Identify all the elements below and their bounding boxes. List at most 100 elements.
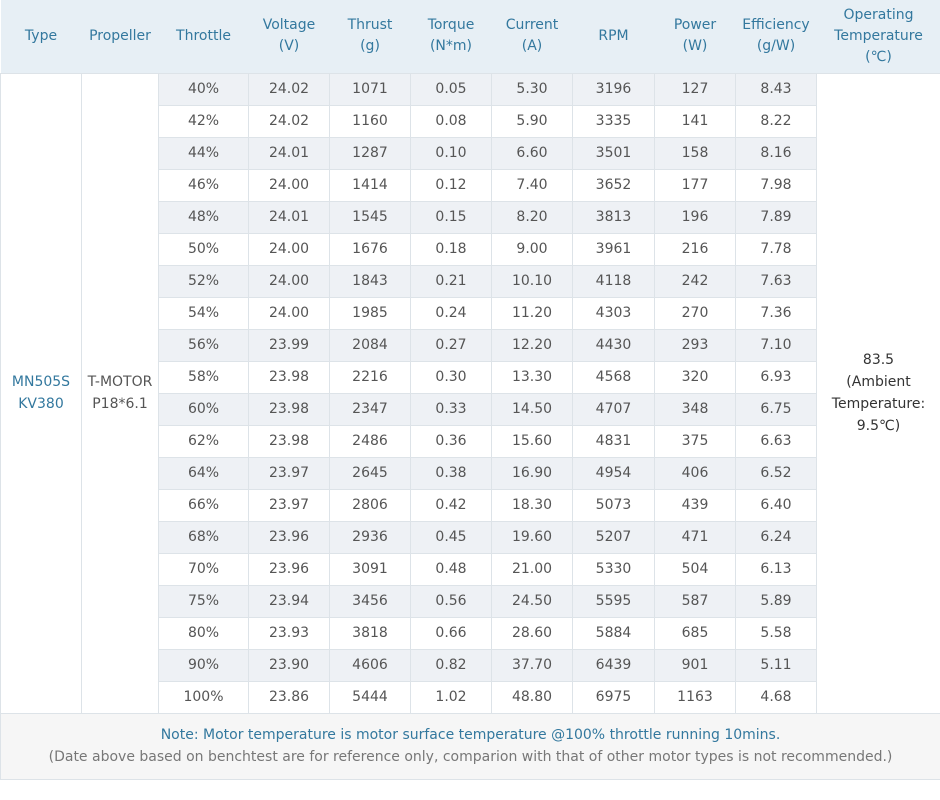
torque-cell: 0.56: [410, 584, 492, 618]
table-row: 62% 23.98 2486 0.36 15.60 4831 375 6.63: [1, 424, 940, 458]
note-cell: Note: Motor temperature is motor surface…: [0, 712, 940, 780]
voltage-cell: 23.94: [248, 584, 330, 618]
current-cell: 21.00: [491, 552, 573, 586]
column-header-voltage: Voltage (V): [262, 17, 316, 55]
torque-cell: 0.36: [410, 424, 492, 458]
column-header-throttle: Throttle: [176, 27, 231, 44]
efficiency-cell: 4.68: [735, 680, 817, 714]
table-row: 42% 24.02 1160 0.08 5.90 3335 141 8.22: [1, 104, 940, 138]
rpm-cell: 3652: [572, 168, 655, 202]
thrust-cell: 1414: [329, 168, 411, 202]
voltage-cell: 23.97: [248, 488, 330, 522]
table-row: 75% 23.94 3456 0.56 24.50 5595 587 5.89: [1, 584, 940, 618]
thrust-cell: 2216: [329, 360, 411, 394]
propeller-cell: T-MOTOR P18*6.1: [81, 72, 159, 714]
power-cell: 471: [654, 520, 736, 554]
throttle-cell: 44%: [158, 136, 249, 170]
torque-cell: 0.24: [410, 296, 492, 330]
table-row: 50% 24.00 1676 0.18 9.00 3961 216 7.78: [1, 232, 940, 266]
torque-cell: 0.08: [410, 104, 492, 138]
current-cell: 24.50: [491, 584, 573, 618]
efficiency-cell: 6.13: [735, 552, 817, 586]
table-row: 100% 23.86 5444 1.02 48.80 6975 1163 4.68: [1, 680, 940, 714]
power-cell: 685: [654, 616, 736, 650]
torque-cell: 0.82: [410, 648, 492, 682]
efficiency-cell: 7.98: [735, 168, 817, 202]
efficiency-cell: 5.89: [735, 584, 817, 618]
throttle-cell: 100%: [158, 680, 249, 714]
efficiency-cell: 6.24: [735, 520, 817, 554]
voltage-cell: 23.86: [248, 680, 330, 714]
efficiency-cell: 6.75: [735, 392, 817, 426]
motor-type-cell: MN505S KV380: [0, 72, 82, 714]
voltage-cell: 24.01: [248, 136, 330, 170]
table-header: Type Propeller Throttle Voltage (V) Thrust (…: [0, 0, 940, 73]
power-cell: 270: [654, 296, 736, 330]
torque-cell: 0.42: [410, 488, 492, 522]
power-cell: 504: [654, 552, 736, 586]
rpm-cell: 4707: [572, 392, 655, 426]
torque-cell: 0.10: [410, 136, 492, 170]
throttle-cell: 64%: [158, 456, 249, 490]
efficiency-cell: 8.43: [735, 72, 817, 106]
table-row: 46% 24.00 1414 0.12 7.40 3652 177 7.98: [1, 168, 940, 202]
note-text: Note: Motor temperature is motor surface…: [160, 727, 781, 743]
current-cell: 19.60: [491, 520, 573, 554]
header-row: Type Propeller Throttle Voltage (V) Thrust (…: [0, 0, 940, 73]
power-cell: 375: [654, 424, 736, 458]
efficiency-cell: 6.93: [735, 360, 817, 394]
torque-cell: 0.30: [410, 360, 492, 394]
thrust-cell: 1843: [329, 264, 411, 298]
rpm-cell: 3196: [572, 72, 655, 106]
thrust-cell: 1071: [329, 72, 411, 106]
table-row: 60% 23.98 2347 0.33 14.50 4707 348 6.75: [1, 392, 940, 426]
column-header-propeller: Propeller: [89, 27, 151, 44]
efficiency-cell: 7.89: [735, 200, 817, 234]
rpm-cell: 4118: [572, 264, 655, 298]
current-cell: 7.40: [491, 168, 573, 202]
throttle-cell: 80%: [158, 616, 249, 650]
efficiency-cell: 7.10: [735, 328, 817, 362]
voltage-cell: 24.00: [248, 168, 330, 202]
table-row: 70% 23.96 3091 0.48 21.00 5330 504 6.13: [1, 552, 940, 586]
table-row: MN505S KV380 T-MOTOR P18*6.1 40% 24.02 1071 0…: [0, 72, 940, 714]
power-cell: 196: [654, 200, 736, 234]
power-cell: 141: [654, 104, 736, 138]
current-cell: 14.50: [491, 392, 573, 426]
torque-cell: 0.21: [410, 264, 492, 298]
power-cell: 242: [654, 264, 736, 298]
efficiency-cell: 5.58: [735, 616, 817, 650]
power-cell: 127: [654, 72, 736, 106]
throttle-cell: 68%: [158, 520, 249, 554]
column-header-temperature: Operating Temperature (℃): [834, 6, 923, 65]
table-row: 58% 23.98 2216 0.30 13.30 4568 320 6.93: [1, 360, 940, 394]
power-cell: 901: [654, 648, 736, 682]
power-cell: 587: [654, 584, 736, 618]
current-cell: 10.10: [491, 264, 573, 298]
torque-cell: 0.45: [410, 520, 492, 554]
torque-cell: 0.48: [410, 552, 492, 586]
voltage-cell: 24.00: [248, 264, 330, 298]
efficiency-cell: 6.40: [735, 488, 817, 522]
power-cell: 158: [654, 136, 736, 170]
torque-cell: 0.18: [410, 232, 492, 266]
disclaimer-text: (Date above based on benchtest are for r…: [48, 749, 893, 765]
column-header-power: Power (W): [673, 17, 717, 55]
table-row: 48% 24.01 1545 0.15 8.20 3813 196 7.89: [1, 200, 940, 234]
voltage-cell: 23.99: [248, 328, 330, 362]
current-cell: 13.30: [491, 360, 573, 394]
thrust-cell: 5444: [329, 680, 411, 714]
rpm-cell: 3813: [572, 200, 655, 234]
table-row: 54% 24.00 1985 0.24 11.20 4303 270 7.36: [1, 296, 940, 330]
power-cell: 348: [654, 392, 736, 426]
voltage-cell: 23.96: [248, 552, 330, 586]
table-row: 56% 23.99 2084 0.27 12.20 4430 293 7.10: [1, 328, 940, 362]
current-cell: 37.70: [491, 648, 573, 682]
throttle-cell: 48%: [158, 200, 249, 234]
power-cell: 320: [654, 360, 736, 394]
throttle-cell: 70%: [158, 552, 249, 586]
voltage-cell: 23.98: [248, 424, 330, 458]
throttle-cell: 42%: [158, 104, 249, 138]
table-row: 68% 23.96 2936 0.45 19.60 5207 471 6.24: [1, 520, 940, 554]
thrust-cell: 2806: [329, 488, 411, 522]
